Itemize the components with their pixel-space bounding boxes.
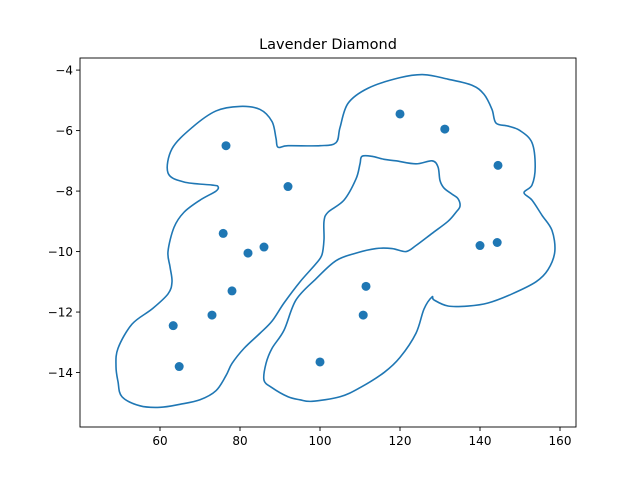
data-point-8 (283, 182, 293, 192)
data-point-5 (227, 286, 237, 296)
plot-area (115, 73, 556, 409)
data-point-10 (358, 310, 368, 320)
data-point-2 (207, 310, 217, 320)
y-tick-label-4: −12 (48, 305, 73, 319)
data-point-7 (259, 242, 269, 252)
x-tick-label-3: 120 (389, 434, 412, 448)
data-point-12 (395, 109, 405, 119)
axes-frame (79, 57, 577, 428)
data-point-6 (243, 248, 253, 258)
x-tick-label-0: 60 (152, 434, 167, 448)
data-point-13 (440, 124, 450, 134)
data-point-15 (492, 238, 502, 247)
y-tick-label-3: −10 (48, 245, 73, 259)
x-tick-label-1: 80 (232, 434, 247, 448)
x-tick-label-2: 100 (309, 434, 332, 448)
y-tick-label-1: −6 (55, 124, 73, 138)
x-tick-label-4: 140 (469, 434, 492, 448)
y-tick-label-5: −14 (48, 366, 73, 380)
x-tick-label-5: 160 (549, 434, 572, 448)
y-tick-label-2: −8 (55, 184, 73, 198)
chart-title: Lavender Diamond (259, 37, 397, 53)
data-point-1 (174, 362, 184, 372)
data-point-4 (221, 141, 231, 151)
data-point-3 (218, 228, 228, 238)
data-point-14 (475, 241, 485, 251)
data-point-0 (168, 321, 178, 331)
data-point-16 (493, 160, 503, 170)
data-point-11 (361, 281, 371, 291)
axes: 60 80 100 120 140 160 −4 −6 −8 −10 −12 −14 (48, 57, 577, 448)
y-tick-label-0: −4 (55, 63, 73, 77)
data-point-9 (315, 357, 325, 367)
contour-line-0 (115, 73, 556, 409)
